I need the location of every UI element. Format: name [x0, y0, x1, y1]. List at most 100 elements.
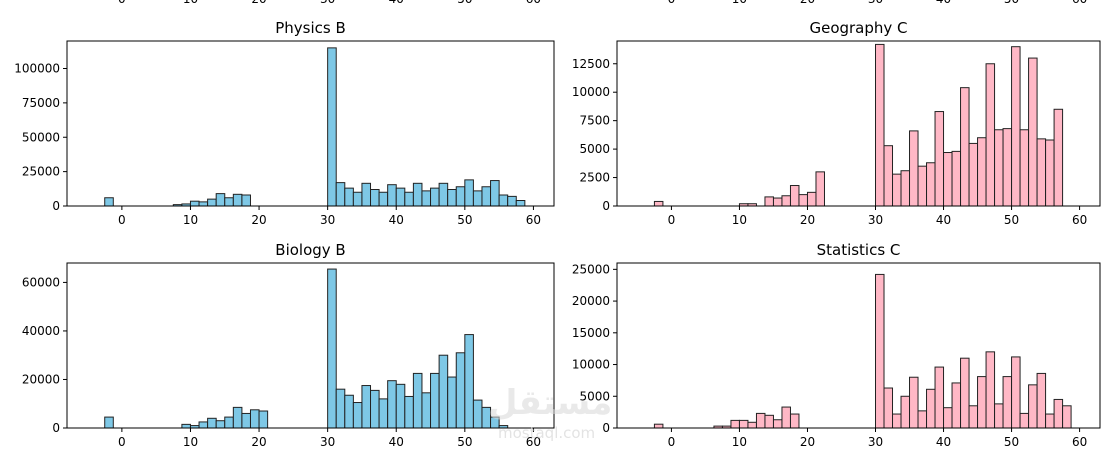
y-tick-label: 12500: [572, 57, 610, 71]
histogram-bar: [738, 419, 749, 429]
histogram-bar: [490, 180, 500, 207]
histogram-bar: [653, 423, 664, 429]
x-tick-label: 30: [320, 213, 335, 227]
histogram-bar: [1011, 46, 1021, 207]
x-tick-label: 60: [526, 213, 541, 227]
histogram-bar: [789, 185, 800, 207]
histogram-bar: [815, 171, 825, 207]
histogram-bar: [181, 423, 191, 429]
x-tick-label: 50: [1004, 213, 1019, 227]
histogram-bar: [198, 421, 209, 429]
histogram-bar: [764, 414, 774, 429]
y-tick-label: 10000: [572, 85, 610, 99]
histogram-bar: [1053, 398, 1064, 429]
histogram-bar: [1028, 57, 1038, 207]
x-tick-label: 60: [1072, 213, 1087, 227]
histogram-bar: [232, 193, 243, 207]
y-tick-label: 100000: [14, 62, 60, 76]
x-tick-label: 50: [1004, 435, 1019, 449]
histogram-bar: [344, 394, 354, 429]
histogram-bar: [1019, 129, 1030, 207]
histogram-bar: [104, 416, 114, 429]
histogram-bar: [917, 165, 928, 207]
chart-title: Physics B: [275, 19, 346, 37]
y-tick-label: 10000: [572, 358, 610, 372]
histogram-bar: [455, 186, 466, 207]
x-tick-label: 0: [118, 435, 126, 449]
histogram-bar: [412, 182, 423, 207]
histogram-bar: [404, 395, 414, 429]
histogram-bar: [985, 63, 996, 207]
histogram-bar: [387, 380, 397, 429]
histogram-bar: [1036, 138, 1047, 207]
x-tick-label: 50: [457, 435, 472, 449]
histogram-bar: [224, 416, 234, 429]
histogram-bar: [900, 395, 911, 429]
histogram-bar: [335, 182, 346, 207]
histogram-bar: [455, 352, 466, 429]
histogram-bar: [361, 385, 372, 429]
y-tick-label: 25000: [572, 262, 610, 276]
histogram-bar: [430, 187, 440, 207]
histogram-bar: [327, 47, 337, 207]
x-tick-label: 20: [251, 435, 266, 449]
top-partial-tick-label: 20: [800, 0, 815, 6]
histogram-bar: [1002, 376, 1013, 429]
histogram-bar: [934, 111, 945, 207]
y-tick-label: 75000: [22, 96, 60, 110]
panel-physics-b: 0 10 20 30 40 50 60 0 25000 50000 75000 100000 Physi…: [14, 19, 555, 227]
histogram-bar: [755, 412, 766, 429]
histogram-bar: [917, 410, 928, 429]
histogram-bar: [781, 195, 791, 207]
x-tick-label: 30: [868, 435, 883, 449]
x-tick-label: 10: [732, 213, 747, 227]
histogram-bar: [968, 405, 979, 429]
chart-title: Geography C: [809, 19, 907, 37]
x-tick-label: 0: [668, 213, 676, 227]
y-tick-label: 40000: [22, 324, 60, 338]
panel-biology-b: 0 10 20 30 40 50 60 0 20000 40000 60000 Biology B: [22, 241, 555, 449]
histogram-bar: [875, 273, 885, 429]
histogram-bar: [335, 388, 346, 429]
histogram-bar: [994, 403, 1004, 429]
histogram-bar: [249, 409, 260, 429]
histogram-bar: [1036, 372, 1047, 429]
histogram-bar: [798, 194, 808, 207]
histogram-bar: [1011, 356, 1021, 429]
histogram-bar: [241, 194, 251, 207]
x-tick-label: 40: [389, 213, 404, 227]
y-tick-label: 0: [602, 421, 610, 435]
histogram-bar: [344, 187, 354, 207]
chart-title: Statistics C: [817, 241, 901, 259]
panel-statistics-c: 0 10 20 30 40 50 60 0 5000 10000 15000 20000 25000 St…: [572, 241, 1101, 449]
watermark-logo: مستقل: [488, 383, 613, 423]
histogram-bar: [883, 387, 894, 429]
histogram-bar: [352, 191, 363, 207]
histogram-bar: [926, 162, 936, 207]
histogram-bar: [951, 382, 962, 429]
y-tick-label: 5000: [579, 142, 610, 156]
axes-frame: [66, 262, 555, 429]
histogram-bar: [387, 184, 397, 207]
histogram-bar: [892, 173, 902, 207]
histogram-bar: [951, 150, 962, 207]
histogram-bar: [421, 190, 432, 207]
x-tick-label: 0: [118, 213, 126, 227]
y-tick-label: 50000: [22, 130, 60, 144]
histogram-bar: [404, 191, 414, 207]
histogram-bar: [730, 419, 740, 429]
histogram-bar: [653, 200, 664, 207]
histogram-bar: [232, 406, 243, 429]
histogram-bar: [772, 419, 783, 429]
histogram-bar: [481, 186, 492, 207]
top-partial-tick-label: 30: [868, 0, 883, 6]
x-tick-label: 40: [389, 435, 404, 449]
histogram-bar: [968, 142, 979, 207]
y-tick-label: 2500: [579, 171, 610, 185]
x-tick-label: 0: [668, 435, 676, 449]
histogram-bar: [1053, 108, 1064, 207]
histogram-bar: [875, 43, 885, 207]
x-tick-label: 40: [936, 213, 951, 227]
y-tick-label: 0: [52, 421, 60, 435]
histogram-bar: [207, 417, 217, 429]
